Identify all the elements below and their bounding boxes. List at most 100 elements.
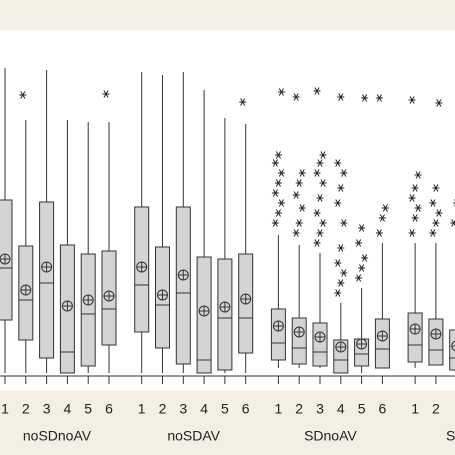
outlier: [355, 239, 363, 247]
mean-marker: [451, 340, 455, 352]
box: [428, 318, 444, 366]
outlier: [319, 151, 327, 159]
box: [175, 206, 191, 365]
mean-marker: [430, 328, 442, 340]
x-tick-label: 6: [105, 401, 113, 417]
mean-cross: [83, 295, 94, 305]
mean-marker: [103, 290, 115, 302]
outlier: [414, 204, 422, 212]
outlier: [450, 219, 455, 227]
mean-cross: [20, 285, 31, 295]
outlier: [337, 244, 345, 252]
mean-marker: [272, 320, 284, 332]
mean-cross: [178, 270, 189, 280]
x-tick-label: 2: [295, 401, 303, 417]
mean-cross: [136, 262, 147, 272]
outlier: [271, 219, 279, 227]
mean-cross: [41, 262, 52, 272]
mean-marker: [314, 331, 326, 343]
x-tick-label: 3: [43, 401, 51, 417]
mean-marker: [41, 261, 53, 273]
outlier: [313, 209, 321, 217]
box: [0, 199, 13, 321]
outlier: [414, 171, 422, 179]
outlier: [432, 219, 440, 227]
mean-marker: [409, 323, 421, 335]
x-tick-label: 4: [200, 401, 208, 417]
outlier: [271, 159, 279, 167]
x-tick-label: 1: [275, 401, 283, 417]
outlier: [295, 179, 303, 187]
outlier: [334, 159, 342, 167]
mean-cross: [219, 302, 230, 312]
box: [80, 253, 96, 367]
outlier: [277, 199, 285, 207]
box: [270, 308, 286, 361]
mean-marker: [20, 284, 32, 296]
x-tick-label: 1: [1, 401, 9, 417]
outlier: [334, 259, 342, 267]
group-label: noSDnoAV: [23, 428, 92, 444]
x-tick-label: 2: [432, 401, 440, 417]
outlier: [298, 169, 306, 177]
outlier: [313, 87, 321, 95]
outlier: [277, 88, 285, 96]
x-tick-label: 2: [22, 401, 30, 417]
outlier: [435, 99, 443, 107]
mean-marker: [335, 341, 347, 353]
outlier: [292, 191, 300, 199]
mean-cross: [410, 324, 421, 334]
outlier: [274, 209, 282, 217]
outlier: [271, 189, 279, 197]
outlier: [375, 229, 383, 237]
x-tick-label: 6: [242, 401, 250, 417]
outlier: [358, 224, 366, 232]
mean-cross: [451, 345, 455, 347]
outlier: [239, 98, 247, 106]
x-tick-label: 3: [179, 401, 187, 417]
outlier: [378, 214, 386, 222]
outlier: [313, 239, 321, 247]
mean-marker: [376, 330, 388, 342]
mean-marker: [136, 261, 148, 273]
outlier: [292, 93, 300, 101]
mean-marker: [293, 326, 305, 338]
box: [312, 322, 328, 367]
outlier: [337, 93, 345, 101]
x-tick-label: 3: [316, 401, 324, 417]
outlier: [429, 229, 437, 237]
outlier: [381, 204, 389, 212]
outlier: [411, 214, 419, 222]
mean-cross: [294, 327, 305, 337]
mean-marker: [198, 305, 210, 317]
mean-marker: [157, 289, 168, 301]
outlier: [274, 179, 282, 187]
mean-cross: [199, 306, 210, 316]
mean-marker: [356, 338, 368, 350]
mean-cross: [62, 301, 73, 311]
group-label: S: [446, 428, 455, 444]
outlier: [319, 219, 327, 227]
mean-cross: [315, 332, 325, 342]
outlier: [361, 94, 369, 102]
x-tick-label: 5: [84, 401, 92, 417]
mean-cross: [240, 294, 251, 304]
mean-cross: [356, 339, 367, 349]
outlier: [340, 269, 348, 277]
outlier: [274, 151, 282, 159]
outlier: [435, 209, 443, 217]
mean-marker: [82, 294, 94, 306]
box: [374, 318, 390, 369]
mean-cross: [430, 329, 441, 339]
box: [449, 329, 455, 371]
outlier: [375, 94, 383, 102]
outlier: [340, 219, 348, 227]
x-tick-label: 2: [159, 401, 167, 417]
x-tick-label: 4: [337, 401, 345, 417]
outlier: [298, 204, 306, 212]
outlier: [358, 264, 366, 272]
mean-cross: [377, 331, 388, 341]
mean-marker: [240, 293, 252, 305]
